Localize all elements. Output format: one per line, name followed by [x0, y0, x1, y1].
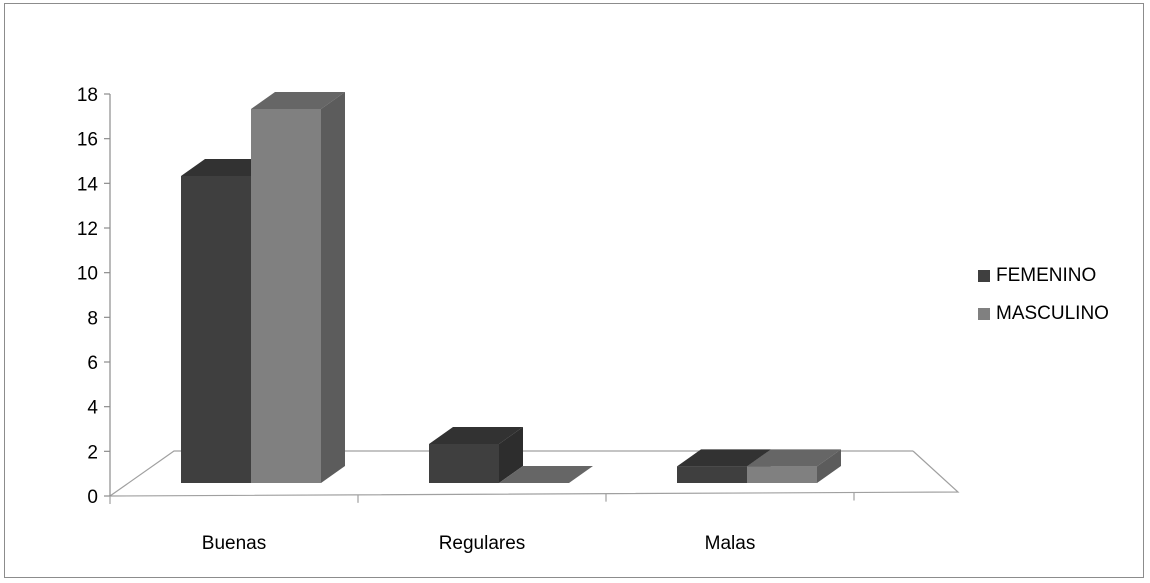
x-category-label: Regulares [439, 533, 526, 554]
legend-label-femenino: FEMENINO [996, 265, 1097, 286]
y-tick-label: 12 [77, 219, 98, 240]
legend-swatch-masculino [978, 308, 990, 320]
bar-front-masculino-malas [747, 466, 817, 483]
legend-item-femenino: FEMENINO [978, 262, 1109, 290]
x-category-label: Malas [705, 533, 756, 554]
y-tick-label: 2 [87, 442, 98, 463]
y-tick-label: 4 [87, 398, 98, 419]
x-category-label: Buenas [202, 533, 266, 554]
bar-top-masculino-buenas [251, 92, 345, 109]
bar-side-femenino-regulares [499, 427, 523, 483]
bar-top-femenino-regulares [429, 427, 523, 444]
floor-back-edge [109, 450, 913, 497]
legend-item-masculino: MASCULINO [978, 300, 1109, 328]
bar-top-masculino-malas [747, 449, 841, 467]
bar-side-masculino-malas [817, 449, 841, 483]
bar-top-femenino-malas [677, 449, 771, 467]
legend: FEMENINO MASCULINO [978, 262, 1109, 338]
legend-swatch-femenino [978, 270, 990, 282]
bar-front-femenino-malas [677, 466, 747, 483]
bar-front-femenino-buenas [181, 176, 251, 483]
y-tick-label: 10 [77, 264, 98, 285]
y-tick-label: 16 [77, 130, 98, 151]
floor-outline [109, 450, 960, 497]
legend-label-masculino: MASCULINO [996, 303, 1109, 324]
y-tick-label: 0 [87, 487, 98, 508]
bar-front-femenino-regulares [429, 444, 499, 483]
bar-top-masculino-regulares [499, 466, 593, 483]
y-tick-label: 14 [77, 174, 99, 195]
y-tick-label: 8 [87, 308, 98, 329]
y-tick-label: 6 [87, 353, 98, 374]
y-tick-label: 18 [77, 85, 98, 106]
bar-side-masculino-buenas [321, 92, 345, 483]
bar-front-masculino-buenas [251, 109, 321, 483]
